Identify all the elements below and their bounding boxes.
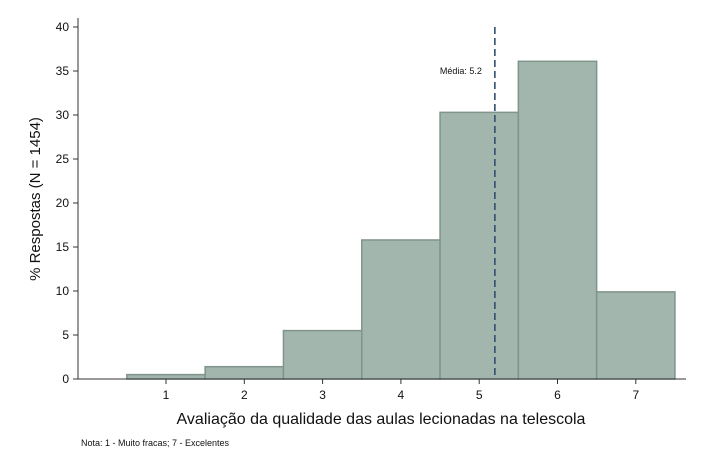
- x-tick-label: 2: [241, 388, 248, 402]
- x-tick-label: 7: [632, 388, 639, 402]
- bar-5: [439, 111, 520, 380]
- y-tick-label: 35: [56, 64, 70, 78]
- y-tick-label: 0: [62, 372, 69, 386]
- x-tick-label: 6: [554, 388, 561, 402]
- y-tick-label: 30: [56, 108, 70, 122]
- bar-2: [204, 365, 285, 380]
- y-tick-label: 20: [56, 196, 70, 210]
- histogram-bars: [126, 60, 676, 380]
- bar-6: [517, 60, 598, 380]
- x-axis-ticks: 1 2 3 4 5 6 7: [163, 379, 639, 402]
- bar-3: [282, 329, 363, 380]
- y-tick-label: 25: [56, 152, 70, 166]
- y-tick-label: 40: [56, 20, 70, 34]
- x-tick-label: 5: [476, 388, 483, 402]
- bar-4: [361, 239, 441, 380]
- x-tick-label: 3: [319, 388, 326, 402]
- y-tick-label: 15: [56, 240, 70, 254]
- bar-7: [595, 291, 676, 380]
- y-tick-label: 5: [62, 328, 69, 342]
- y-axis-title: % Respostas (N = 1454): [27, 117, 44, 281]
- y-tick-label: 10: [56, 284, 70, 298]
- y-axis-ticks: 0 5 10 15 20 25 30 35 40: [56, 20, 78, 386]
- x-tick-label: 4: [398, 388, 405, 402]
- footnote: Nota: 1 - Muito fracas; 7 - Excelentes: [81, 438, 230, 448]
- x-axis-title: Avaliação da qualidade das aulas leciona…: [177, 411, 586, 428]
- bar-1: [126, 373, 206, 380]
- mean-label: Média: 5.2: [440, 66, 482, 76]
- x-tick-label: 1: [163, 388, 170, 402]
